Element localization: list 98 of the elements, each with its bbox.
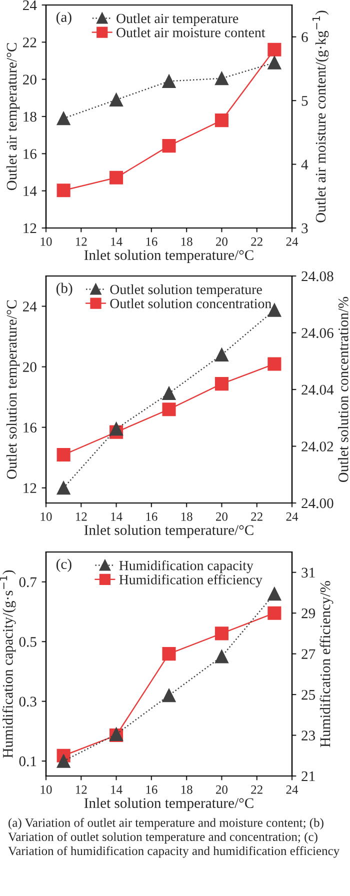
point	[214, 348, 228, 362]
y2-tick-label: 31	[302, 568, 315, 578]
y-tick-label: 22	[23, 38, 36, 48]
point	[162, 386, 176, 400]
point	[110, 422, 124, 436]
y2-tick-label: 23	[302, 730, 316, 740]
x-tick-label: 22	[251, 237, 262, 246]
legend-label: Humidification efficiency	[119, 574, 262, 588]
x-tick-label: 20	[216, 785, 228, 794]
point	[56, 481, 70, 495]
legend-label: Outlet solution concentration	[110, 298, 272, 308]
point	[268, 357, 282, 371]
x-tick-label: 12	[76, 785, 87, 794]
x-tick-label: 10	[40, 512, 52, 521]
point	[162, 647, 176, 661]
point	[110, 93, 124, 107]
point	[56, 448, 70, 462]
point	[268, 606, 282, 620]
y-axis-title: Humidification capacity/(g·s$^{−1}$)	[0, 570, 16, 758]
y-tick-label: 24	[23, 302, 37, 312]
y-tick-label: 20	[23, 362, 36, 372]
point	[162, 688, 176, 702]
y2-tick-label: 6	[302, 32, 308, 42]
y2-tick-label: 24.02	[302, 442, 334, 452]
y-tick-label: 0.7	[19, 577, 37, 588]
point	[110, 170, 124, 184]
x-tick-label: 16	[146, 512, 158, 521]
point	[214, 72, 228, 86]
annotation: (a)	[56, 12, 72, 25]
x-tick-label: 18	[181, 785, 192, 794]
y2-tick-label: 24.04	[302, 384, 334, 395]
legend-label: Outlet air temperature	[116, 13, 238, 26]
legend-label: Outlet air moisture content	[116, 27, 266, 38]
point	[268, 587, 282, 601]
x-axis-title: Inlet solution temperature/°C	[84, 798, 254, 811]
point	[162, 139, 176, 153]
y-tick-label: 18	[24, 112, 36, 122]
y2-tick-label: 24.06	[302, 328, 334, 338]
x-tick-label: 24	[286, 512, 298, 521]
y2-tick-label: 27	[302, 649, 316, 659]
x-tick-label: 22	[251, 785, 262, 794]
y2-tick-label: 24.08	[302, 271, 334, 282]
x-axis-title: Inlet solution temperature/°C	[84, 250, 254, 263]
y2-tick-label: 21	[302, 771, 315, 782]
point	[214, 114, 228, 128]
y-tick-label: 0.3	[19, 696, 36, 707]
x-tick-label: 16	[146, 237, 158, 246]
x-tick-label: 24	[286, 237, 298, 246]
point	[268, 42, 282, 56]
point	[268, 56, 282, 70]
point	[162, 74, 176, 88]
point	[162, 402, 176, 416]
x-tick-label: 14	[111, 512, 122, 521]
y-tick-label: 16	[24, 422, 37, 433]
y-tick-label: 14	[24, 186, 37, 196]
point	[56, 754, 70, 768]
x-tick-label: 16	[146, 785, 158, 794]
y2-tick-label: 24.00	[302, 498, 334, 508]
x-tick-label: 22	[251, 512, 262, 521]
y-tick-label: 24	[23, 0, 37, 10]
point	[56, 112, 70, 126]
x-tick-label: 14	[111, 785, 122, 794]
legend-label: Outlet solution temperature	[110, 284, 262, 298]
y2-axis-title: Outlet air moisture content/(g·kg$^{−1}$)	[312, 10, 329, 222]
y2-axis-title: Humidification efficiency/%	[320, 581, 334, 748]
point	[56, 184, 70, 198]
x-tick-label: 18	[181, 512, 192, 521]
y2-tick-label: 29	[302, 608, 316, 618]
annotation: (b)	[56, 282, 72, 296]
x-tick-label: 10	[40, 785, 52, 794]
point	[214, 377, 228, 391]
y-axis-title: Outlet air temperature/°C	[6, 43, 20, 190]
y-axis-title: Outlet solution temperature/°C	[6, 300, 20, 479]
y-tick-label: 20	[23, 74, 36, 85]
point	[214, 650, 228, 664]
y2-tick-label: 25	[302, 690, 316, 700]
y-tick-label: 0.5	[19, 636, 36, 647]
point	[214, 626, 228, 640]
x-axis-title: Inlet solution temperature/°C	[84, 524, 254, 538]
y2-tick-label: 4	[301, 160, 308, 170]
y2-tick-label: 3	[302, 223, 308, 234]
y-tick-label: 12	[24, 223, 36, 234]
x-tick-label: 10	[40, 237, 52, 246]
x-tick-label: 24	[286, 785, 298, 794]
x-tick-label: 20	[216, 512, 228, 521]
x-tick-label: 12	[76, 512, 87, 521]
y-tick-label: 12	[24, 483, 36, 493]
x-tick-label: 18	[181, 237, 192, 246]
y-tick-label: 0.1	[19, 756, 36, 766]
text: (a) Variation of outlet air temperature and moisture content; (b) Variation of outlet solution temperature and concentration; (c) Variation of humidification capacity and humidification efficiency	[8, 818, 340, 858]
x-tick-label: 20	[216, 237, 228, 246]
y2-tick-label: 5	[302, 96, 308, 106]
legend-label: Humidification capacity	[119, 560, 254, 574]
x-tick-label: 14	[111, 237, 122, 246]
y2-axis-title: Outlet solution concentration/%	[338, 296, 348, 482]
annotation: (c)	[56, 558, 72, 572]
y-tick-label: 16	[24, 149, 37, 159]
x-tick-label: 12	[76, 237, 87, 246]
